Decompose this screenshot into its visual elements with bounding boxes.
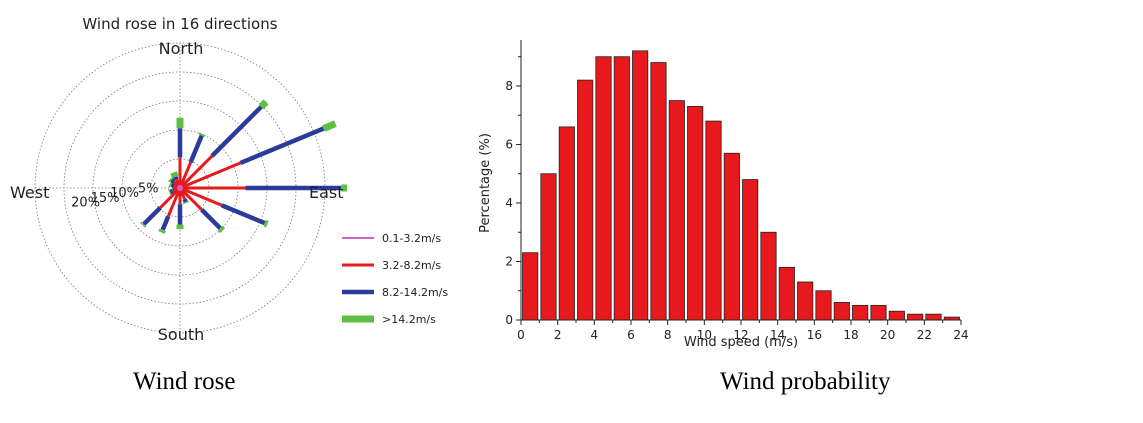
histogram-bar-19 (870, 304, 887, 321)
rose-bar-wsw-s3 (169, 188, 174, 195)
rose-bar-nnw-s4 (170, 171, 179, 179)
rose-bar-se-s3 (200, 208, 222, 230)
wind-rose-title: Wind rose in 16 directions (82, 15, 277, 33)
cardinal-south: South (158, 325, 205, 344)
histogram-bar-16 (815, 290, 832, 321)
rose-bar-ne-s4 (258, 99, 269, 110)
x-tick-label-8: 8 (664, 328, 672, 342)
ring-label-1: 5% (138, 182, 159, 197)
histogram-bar-5 (613, 56, 630, 321)
rose-bar-ssw-s4 (158, 228, 166, 234)
rose-bar-ese-s3 (220, 203, 266, 226)
x-tick-label-4: 4 (591, 328, 599, 342)
histogram-bar-1 (540, 173, 557, 321)
rose-bar-sse-s3 (182, 198, 188, 203)
histogram-bars (522, 50, 960, 321)
caption-wind-rose: Wind rose (133, 368, 236, 395)
ring-label-4: 20% (71, 195, 100, 210)
rose-bar-ese-s4 (263, 219, 269, 228)
x-tick-label-14: 14 (770, 328, 785, 342)
x-tick-label-10: 10 (697, 328, 712, 342)
rose-bar-ese-s2 (181, 187, 223, 207)
histogram-bar-15 (797, 281, 814, 321)
histogram-bar-21 (907, 313, 924, 321)
rose-bar-nw-s4 (168, 176, 175, 183)
histogram-bar-10 (705, 120, 722, 321)
cardinal-east: East (309, 183, 344, 202)
rose-bar-sw-s2 (159, 188, 180, 209)
x-tick-label-0: 0 (517, 328, 525, 342)
rose-bar-nne-s4 (198, 132, 206, 137)
wind-rose-bars (140, 99, 348, 234)
legend-label-3: 8.2-14.2m/s (382, 286, 448, 299)
legend-label-1: 0.1-3.2m/s (382, 232, 441, 245)
rose-bar-ssw-s2 (166, 189, 181, 217)
rose-bar-nw-s3 (170, 178, 176, 184)
rose-bar-ne-s2 (180, 154, 214, 188)
y-tick-label-2: 2 (505, 254, 513, 268)
histogram-bar-20 (888, 310, 905, 321)
histogram-bar-11 (723, 152, 740, 321)
histogram-bar-12 (742, 179, 759, 321)
histogram-bar-7 (650, 62, 667, 321)
histogram-bar-3 (577, 79, 594, 321)
histogram-bar-14 (778, 266, 795, 321)
x-tick-label-2: 2 (554, 328, 562, 342)
y-tick-label-8: 8 (505, 79, 513, 93)
rose-center-dot (177, 185, 183, 191)
rose-bar-wnw-s4 (168, 180, 173, 188)
histogram-bar-0 (522, 252, 539, 321)
histogram-bar-2 (558, 126, 575, 321)
rose-bar-sw-s4 (140, 221, 147, 228)
rose-bar-nne-s2 (179, 161, 193, 187)
rose-bar-wnw-s3 (170, 182, 175, 188)
rose-bar-ene-s3 (239, 126, 325, 165)
histogram-bar-9 (687, 106, 704, 321)
x-tick-label-18: 18 (843, 328, 858, 342)
caption-wind-probability: Wind probability (720, 368, 891, 395)
rose-bar-nnw-s3 (173, 175, 179, 181)
rose-bar-nne-s3 (188, 134, 204, 164)
rose-bar-se-s2 (180, 188, 203, 211)
rose-bar-ne-s3 (210, 105, 263, 158)
y-tick-label-6: 6 (505, 137, 513, 151)
ring-label-2: 10% (110, 186, 139, 201)
histogram-bar-22 (925, 313, 942, 321)
y-tick-label-0: 0 (505, 313, 513, 327)
rose-bar-sw-s3 (142, 206, 162, 226)
legend-label-4: >14.2m/s (382, 313, 436, 326)
histogram-bar-4 (595, 56, 612, 321)
histogram-bar-13 (760, 231, 777, 321)
x-tick-label-12: 12 (733, 328, 748, 342)
histogram-bar-17 (833, 302, 850, 321)
x-tick-label-24: 24 (953, 328, 968, 342)
x-tick-label-22: 22 (917, 328, 932, 342)
legend-label-2: 3.2-8.2m/s (382, 259, 441, 272)
y-tick-label-4: 4 (505, 196, 513, 210)
cardinal-north: North (159, 39, 204, 58)
histogram-bar-18 (852, 304, 869, 321)
x-tick-label-20: 20 (880, 328, 895, 342)
cardinal-west: West (10, 183, 49, 202)
rose-bar-ene-s2 (181, 161, 242, 189)
rose-bar-ene-s4 (322, 120, 337, 132)
x-tick-label-16: 16 (807, 328, 822, 342)
ring-label-3: 15% (91, 191, 120, 206)
y-axis-label: Percentage (%) (478, 133, 493, 233)
x-tick-label-6: 6 (627, 328, 635, 342)
wind-rose-ring-labels: 5%10%15%20% (71, 182, 158, 211)
histogram-bar-6 (632, 50, 649, 321)
wind-rose-legend: 0.1-3.2m/s 3.2-8.2m/s 8.2-14.2m/s >14.2m/s (342, 232, 448, 326)
x-axis-label: Wind speed (m/s) (684, 335, 798, 350)
wind-rose-chart: Wind rose in 16 directions 5%10%15%20% N… (10, 15, 448, 344)
rose-bar-se-s4 (217, 225, 226, 234)
rose-bar-ssw-s3 (160, 215, 171, 231)
histogram-bar-8 (668, 100, 685, 321)
